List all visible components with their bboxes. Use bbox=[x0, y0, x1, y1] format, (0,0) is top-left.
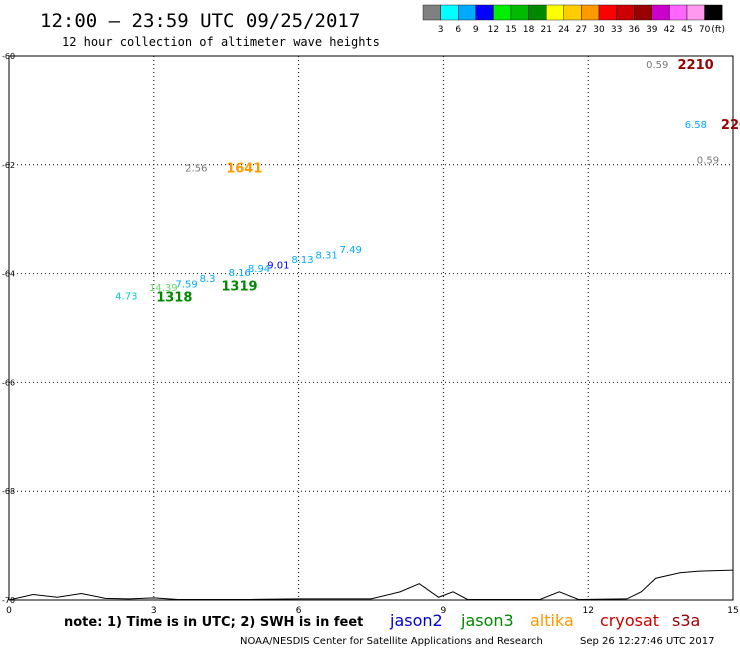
colorbar-swatch bbox=[510, 4, 529, 21]
colorbar-swatch bbox=[493, 4, 512, 21]
wave-height-label: 8.16 bbox=[229, 268, 251, 279]
colorbar-label: 15 bbox=[505, 25, 516, 35]
colorbar-swatch bbox=[686, 4, 705, 21]
wave-height-label: 8.94 bbox=[248, 264, 270, 275]
legend-jason3: jason3 bbox=[460, 611, 514, 630]
chart-subtitle: 12 hour collection of altimeter wave hei… bbox=[62, 35, 380, 49]
colorbar-label: 42 bbox=[664, 25, 675, 35]
colorbar-swatch bbox=[422, 4, 441, 21]
colorbar-label: 9 bbox=[473, 25, 479, 35]
wave-height-label: 4.73 bbox=[115, 291, 137, 302]
colorbar-swatch bbox=[528, 4, 547, 21]
colorbar-swatch bbox=[669, 4, 688, 21]
x-tick-label: 3 bbox=[151, 606, 157, 616]
wave-height-label: 2.56 bbox=[185, 164, 207, 175]
wave-height-label: 8.3 bbox=[200, 274, 216, 285]
colorbar-swatch bbox=[634, 4, 653, 21]
colorbar-label: 30 bbox=[593, 25, 605, 35]
x-tick-label: 9 bbox=[441, 606, 447, 616]
x-tick-label: 0 bbox=[6, 606, 12, 616]
wave-height-label: 8.31 bbox=[315, 251, 337, 262]
legend-altika: altika bbox=[530, 611, 574, 630]
colorbar-label: 21 bbox=[540, 25, 551, 35]
time-label: 1319 bbox=[221, 280, 257, 295]
wave-height-label: 9.01 bbox=[267, 260, 289, 271]
colorbar-label: 6 bbox=[455, 25, 461, 35]
colorbar-label: 27 bbox=[576, 25, 587, 35]
footer-credit: NOAA/NESDIS Center for Satellite Applica… bbox=[240, 636, 543, 647]
colorbar-swatch bbox=[616, 4, 635, 21]
y-tick-label: -70 bbox=[2, 596, 15, 605]
colorbar-label: 45 bbox=[681, 25, 692, 35]
wave-height-label: 6.58 bbox=[685, 120, 707, 131]
wave-height-label: 0.59 bbox=[646, 60, 668, 71]
colorbar-label: 24 bbox=[558, 25, 570, 35]
colorbar-swatch bbox=[581, 4, 600, 21]
legend-s3a: s3a bbox=[672, 611, 700, 630]
colorbar-unit: (ft) bbox=[711, 25, 725, 35]
y-tick-label: -62 bbox=[2, 161, 15, 170]
colorbar-label: 3 bbox=[438, 25, 444, 35]
colorbar-swatch bbox=[651, 4, 670, 21]
y-tick-label: -64 bbox=[2, 270, 15, 279]
colorbar-label: 33 bbox=[611, 25, 622, 35]
y-tick-label: -60 bbox=[2, 52, 15, 61]
y-tick-label: -66 bbox=[2, 378, 15, 387]
x-tick-label: 12 bbox=[582, 606, 593, 616]
legend-jason2: jason2 bbox=[389, 611, 443, 630]
colorbar-label: 70 bbox=[699, 25, 711, 35]
footnote: note: 1) Time is in UTC; 2) SWH is in fe… bbox=[64, 615, 363, 630]
colorbar-swatch bbox=[475, 4, 494, 21]
plot-area: 0 3 6 9 12 15 -60 -62 -64 -66 -68 -70 0.59 6.58 0.59 2.… bbox=[2, 52, 740, 616]
x-tick-label: 15 bbox=[727, 606, 738, 616]
time-label: 2209 bbox=[721, 118, 740, 133]
colorbar-swatch bbox=[546, 4, 565, 21]
plot-frame bbox=[8, 55, 734, 601]
wave-height-label: 7.59 bbox=[176, 279, 198, 290]
wave-height-label: 8.13 bbox=[291, 255, 313, 266]
colorbar-swatch bbox=[458, 4, 477, 21]
colorbar-swatch bbox=[440, 4, 459, 21]
colorbar-label: 36 bbox=[628, 25, 640, 35]
coastline bbox=[8, 569, 734, 601]
wave-height-label: 7.49 bbox=[340, 245, 362, 256]
colorbar-swatch bbox=[704, 4, 723, 21]
time-label: 2210 bbox=[677, 58, 713, 73]
y-tick-label: -68 bbox=[2, 487, 15, 496]
time-label: 1641 bbox=[226, 162, 262, 177]
legend-cryosat: cryosat bbox=[600, 611, 659, 630]
x-tick-label: 6 bbox=[296, 606, 302, 616]
colorbar-label: 18 bbox=[523, 25, 535, 35]
colorbar-swatch bbox=[598, 4, 617, 21]
chart-title: 12:00 – 23:59 UTC 09/25/2017 bbox=[40, 10, 360, 32]
satellite-legend: jason2 jason3 altika cryosat s3a bbox=[389, 611, 700, 630]
colorbar-label: 12 bbox=[488, 25, 499, 35]
colorbar-legend: 3 6 9 12 15 18 21 24 27 30 33 36 39 42 45 70 (ft) bbox=[422, 4, 725, 35]
colorbar-swatch bbox=[563, 4, 582, 21]
wave-height-label: 0.59 bbox=[697, 155, 719, 166]
time-label: 1318 bbox=[156, 290, 192, 305]
footer-timestamp: Sep 26 12:27:46 UTC 2017 bbox=[580, 636, 714, 647]
colorbar-label: 39 bbox=[646, 25, 658, 35]
wave-height-label: 14.39 bbox=[149, 283, 178, 294]
